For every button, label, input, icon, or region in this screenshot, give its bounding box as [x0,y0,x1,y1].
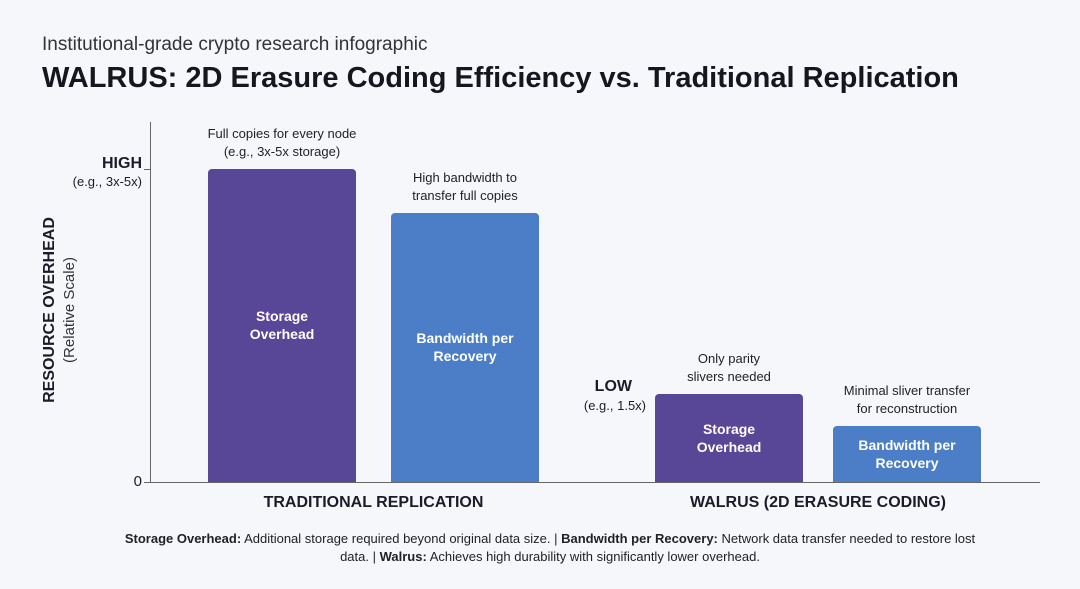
bar: Storage Overhead [208,168,356,482]
y-label-note: (Relative Scale) [61,257,78,363]
bar: Bandwidth per Recovery [833,425,981,482]
footnote-text: Network data transfer needed to restore … [340,531,976,564]
x-axis [150,482,1040,483]
subtitle: Institutional-grade crypto research info… [42,34,428,55]
footnote-text: Achieves high durability with significan… [429,549,760,564]
chart-title: WALRUS: 2D Erasure Coding Efficiency vs.… [42,62,959,94]
annotation-line: High bandwidth to [412,169,518,185]
footnote-text: Additional storage required beyond origi… [244,531,558,546]
annotation-line: Minimal sliver transfer [843,382,971,398]
y-tick-label: HIGH [102,154,142,172]
tick-mark [144,482,150,483]
footnote-term: Bandwidth per Recovery: [561,531,718,546]
annotation: High bandwidth to transfer full copies [355,169,575,205]
annotation-line: Full copies for every node [207,125,357,141]
annotation: Only parity slivers needed [619,350,839,386]
annotation-line: transfer full copies [412,187,518,203]
x-tick-label: TRADITIONAL REPLICATION [263,494,484,511]
footnote-term: Storage Overhead: [124,531,242,546]
annotation-line: Only parity [697,351,761,367]
y-tick-note: (e.g., 3x-5x) [72,173,142,189]
y-tick-label: 0 [133,473,142,490]
annotation-line: for reconstruction [856,400,958,416]
low-note: (e.g., 1.5x) [583,398,646,414]
y-axis [150,122,151,482]
low-label: LOW [594,378,632,396]
tick-mark [144,168,150,170]
y-label: RESOURCE OVERHEAD [41,217,58,403]
bar: Bandwidth per Recovery [391,212,539,482]
bar-label: Bandwidth per Recovery [858,436,956,471]
annotation: Full copies for every node (e.g., 3x-5x s… [172,125,392,161]
y-axis-title: RESOURCE OVERHEAD (Relative Scale) [40,190,80,430]
footnote-term: Walrus: [379,549,427,564]
bar-label: Bandwidth per Recovery [416,330,514,365]
x-tick-label: WALRUS (2D ERASURE CODING) [689,494,946,511]
annotation: Minimal sliver transfer for reconstructio… [797,382,1017,418]
annotation-line: slivers needed [687,369,771,385]
bar-label: Storage Overhead [249,308,315,343]
footnote: Storage Overhead: Additional storage req… [120,530,980,566]
bar-label: Storage Overhead [696,421,762,456]
bar: Storage Overhead [655,394,803,482]
annotation-line: (e.g., 3x-5x storage) [223,143,341,159]
